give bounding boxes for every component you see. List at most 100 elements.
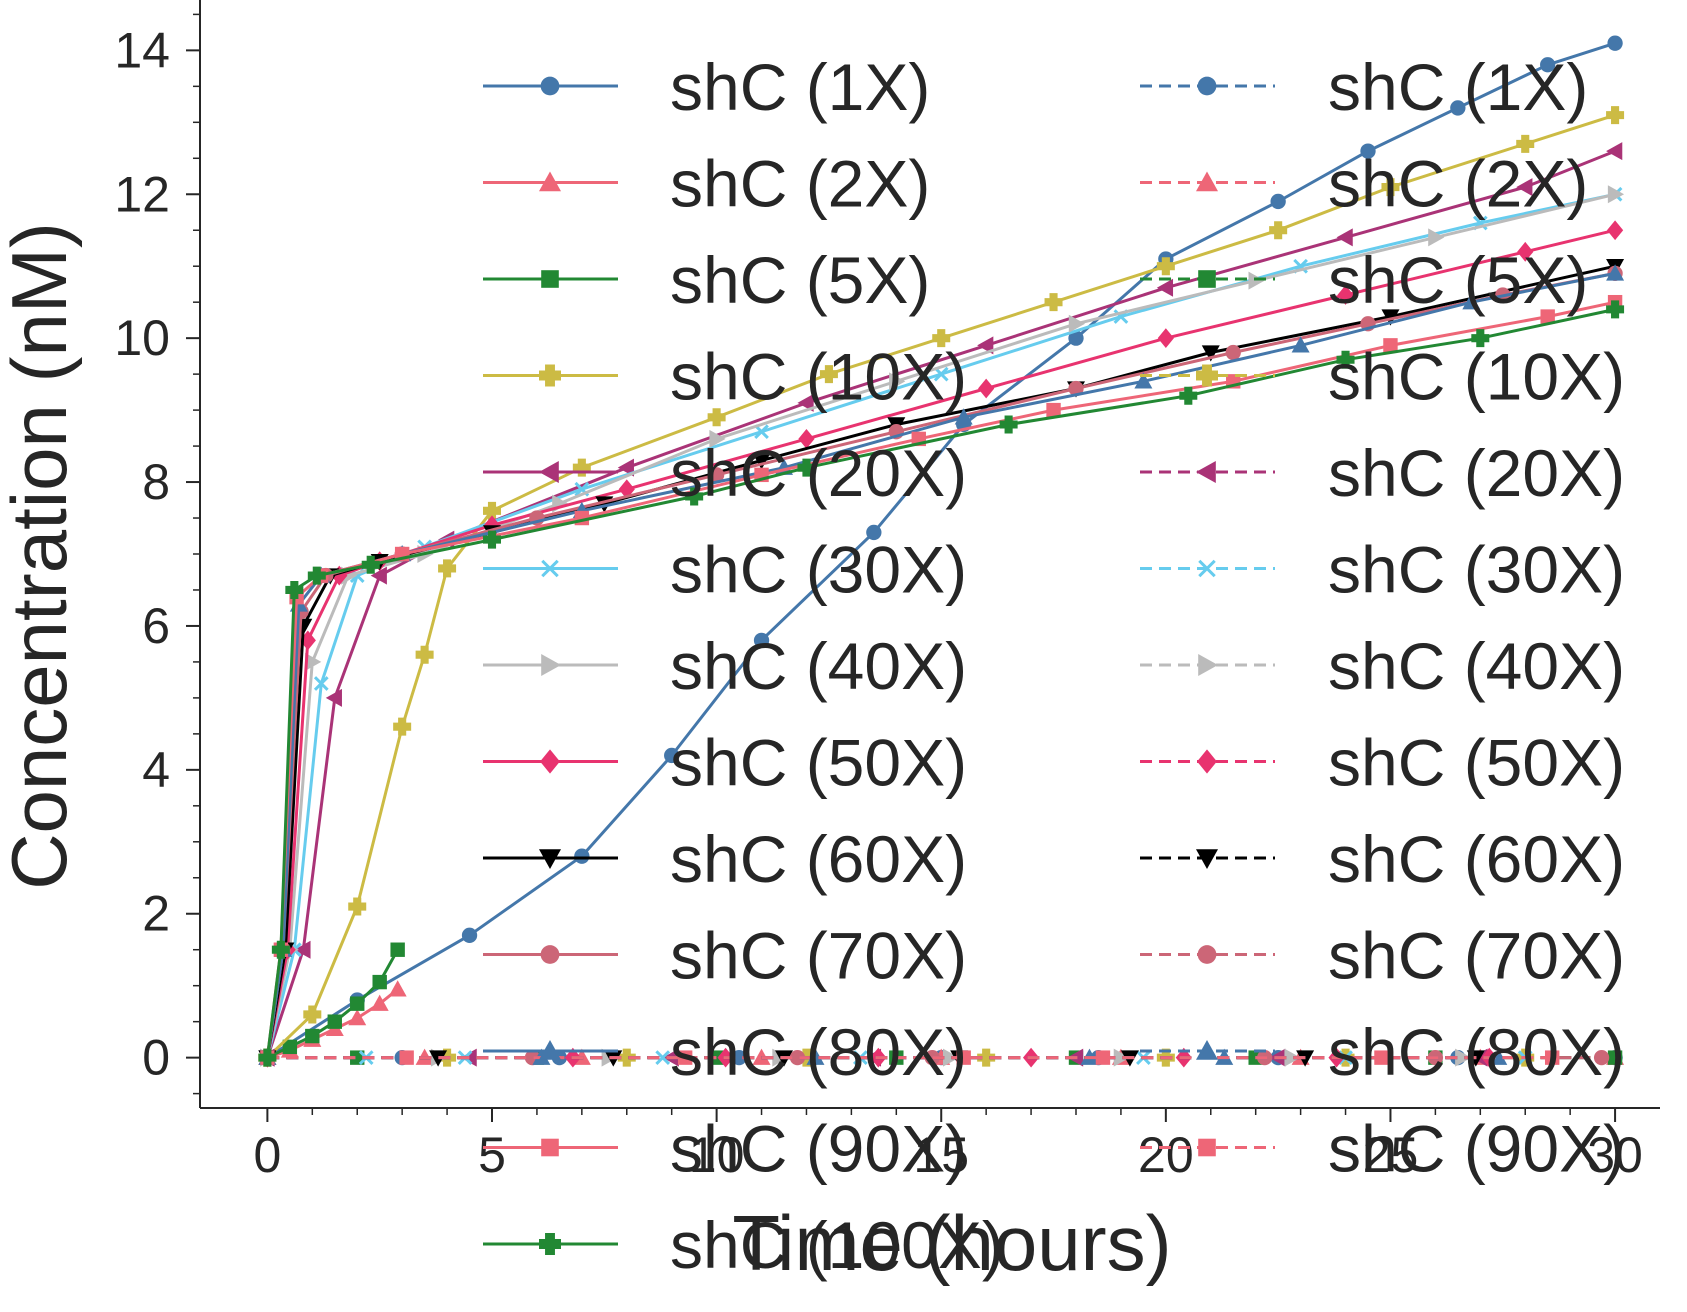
x-axis-title: Time (hours) xyxy=(732,1199,1171,1287)
legend-marker xyxy=(1196,461,1216,483)
data-point xyxy=(1516,134,1535,153)
legend-item: shC (30X) xyxy=(483,533,967,607)
legend-item: shC (100X) xyxy=(483,1208,1004,1282)
data-point xyxy=(1540,57,1556,73)
y-tick-label: 4 xyxy=(142,742,170,798)
data-point xyxy=(1471,329,1490,348)
legend-marker xyxy=(1196,171,1218,192)
legend-marker xyxy=(539,849,561,869)
legend-item: shC (2X) xyxy=(483,147,930,221)
legend: shC (1X) shC (2X) shC (5X) shC (10X) shC (20… xyxy=(483,50,1625,1282)
data-point xyxy=(313,676,329,691)
y-axis-title: Concentration (nM) xyxy=(0,222,83,890)
data-point xyxy=(1455,1048,1472,1067)
data-point xyxy=(752,453,771,470)
legend-label: shC (80X) xyxy=(1328,1015,1625,1089)
data-point xyxy=(370,566,387,585)
legend-label: shC (90X) xyxy=(670,1112,967,1186)
data-point xyxy=(438,559,457,578)
data-point xyxy=(393,717,412,736)
data-point xyxy=(685,487,704,506)
x-tick-label: 30 xyxy=(1587,1127,1643,1183)
legend-item: shC (20X) xyxy=(1140,436,1625,510)
legend-item: shC (20X) xyxy=(483,436,967,510)
data-point xyxy=(325,688,342,707)
y-tick-label: 2 xyxy=(142,886,170,942)
legend-item: shC (70X) xyxy=(483,919,967,993)
y-tick-label: 10 xyxy=(114,310,170,366)
legend-marker xyxy=(1196,364,1219,387)
legend-item: shC (5X) xyxy=(483,243,930,317)
data-point xyxy=(806,1048,825,1065)
data-point xyxy=(271,940,290,959)
data-point xyxy=(483,530,502,549)
data-point xyxy=(305,652,322,671)
legend-marker xyxy=(539,1233,561,1256)
legend-item: shC (30X) xyxy=(1140,533,1625,607)
data-point xyxy=(572,458,591,477)
legend-label: shC (90X) xyxy=(1328,1112,1625,1186)
data-point xyxy=(709,429,726,448)
data-point xyxy=(924,1049,940,1066)
legend-marker xyxy=(540,76,560,96)
y-tick-label: 14 xyxy=(114,22,170,78)
legend-marker xyxy=(539,364,561,387)
data-point xyxy=(977,1048,996,1067)
data-point xyxy=(1337,285,1354,305)
legend-item: shC (80X) xyxy=(483,1015,967,1089)
data-point xyxy=(1450,100,1466,116)
data-point xyxy=(1606,142,1623,161)
legend-item: shC (10X) xyxy=(1140,340,1625,414)
data-point xyxy=(388,980,407,997)
legend-label: shC (2X) xyxy=(1328,147,1588,221)
legend-marker xyxy=(1198,654,1218,676)
data-point xyxy=(303,1005,322,1024)
data-point xyxy=(1156,278,1174,297)
data-point xyxy=(754,424,769,440)
legend-label: shC (30X) xyxy=(670,533,967,607)
data-point xyxy=(1593,1049,1610,1066)
data-point xyxy=(1383,338,1398,353)
data-point xyxy=(798,428,815,449)
data-point xyxy=(1157,328,1174,349)
data-point xyxy=(399,1050,414,1065)
data-point xyxy=(1374,1050,1389,1065)
data-point xyxy=(1068,380,1084,397)
series-solid-3 xyxy=(260,942,405,1065)
data-point xyxy=(327,1014,342,1029)
data-point xyxy=(372,974,387,990)
data-point xyxy=(390,942,405,957)
data-point xyxy=(1544,1050,1560,1065)
legend-item: shC (40X) xyxy=(1140,629,1625,703)
legend-label: shC (40X) xyxy=(670,629,967,703)
y-tick-label: 0 xyxy=(142,1030,170,1086)
data-point xyxy=(415,645,434,664)
data-point xyxy=(1606,106,1625,125)
y-tick-label: 12 xyxy=(114,166,170,222)
data-point xyxy=(664,747,680,764)
data-point xyxy=(305,1028,320,1044)
data-point xyxy=(1489,1048,1508,1065)
legend-marker xyxy=(1197,945,1217,964)
data-point xyxy=(932,329,951,348)
legend-item: shC (10X) xyxy=(483,340,967,414)
data-point xyxy=(956,1050,971,1065)
data-point xyxy=(282,1039,298,1055)
data-point xyxy=(1606,264,1625,281)
data-point xyxy=(1606,220,1624,241)
legend-label: shC (5X) xyxy=(1328,243,1588,317)
data-point xyxy=(294,940,311,959)
data-point xyxy=(1360,143,1376,159)
data-point xyxy=(574,848,590,864)
legend-label: shC (1X) xyxy=(670,50,930,124)
data-point xyxy=(789,1049,806,1066)
legend-label: shC (10X) xyxy=(1328,340,1625,414)
legend-marker xyxy=(541,559,559,578)
legend-item: shC (50X) xyxy=(1140,726,1625,800)
legend-marker xyxy=(1196,849,1218,869)
legend-label: shC (50X) xyxy=(1328,726,1625,800)
legend-label: shC (20X) xyxy=(670,436,967,510)
legend-item: shC (50X) xyxy=(483,726,967,800)
legend-item: shC (1X) xyxy=(1140,50,1588,124)
